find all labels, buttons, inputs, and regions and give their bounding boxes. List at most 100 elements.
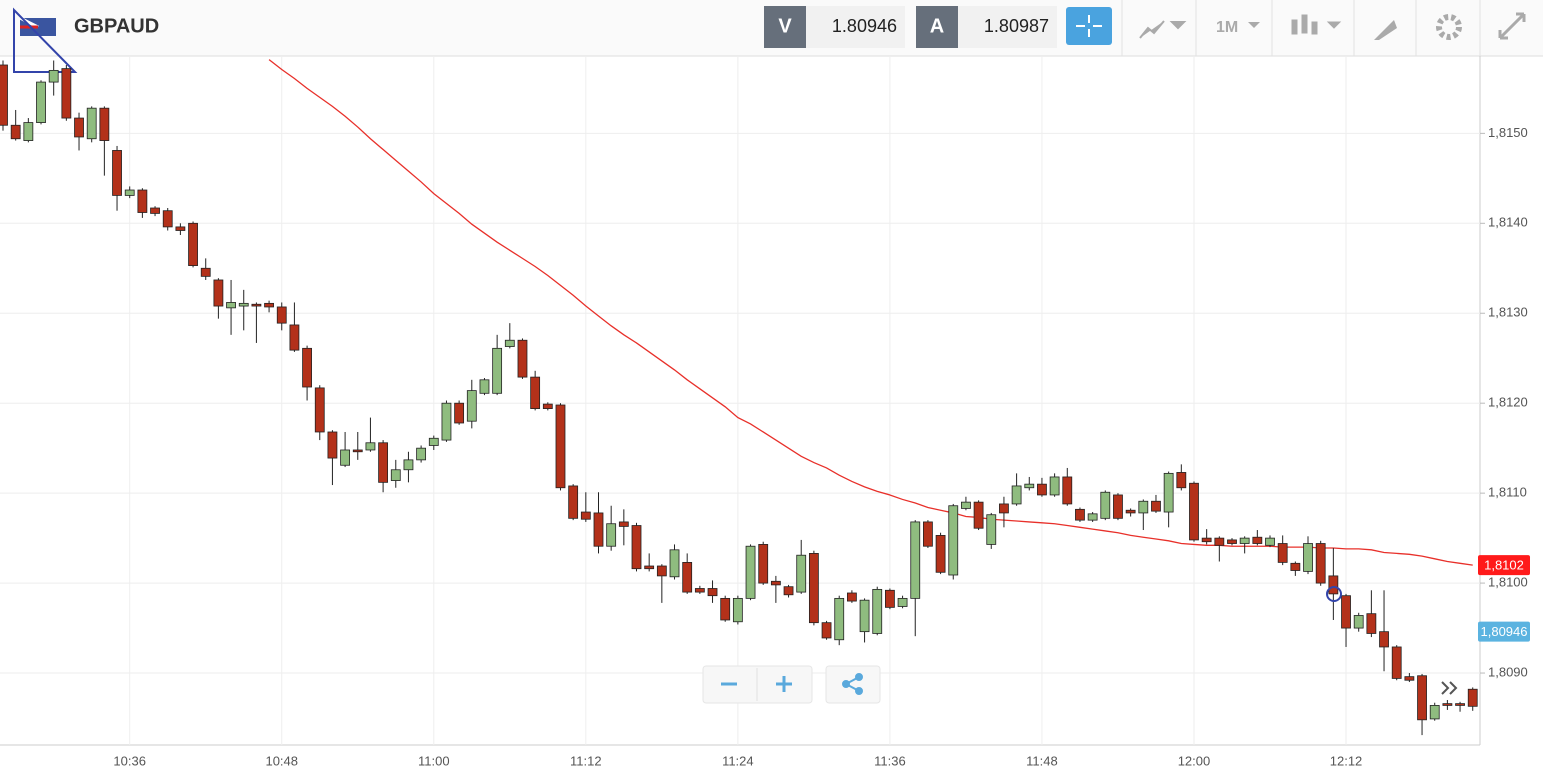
candle-body — [403, 459, 414, 471]
candle-body — [580, 511, 591, 520]
candle-body — [682, 562, 693, 593]
share-button[interactable] — [842, 673, 863, 695]
symbol: GBPAUD — [74, 15, 159, 37]
crosshair-icon — [1076, 15, 1102, 37]
y-tick-label: 1,8120 — [1488, 395, 1528, 410]
zoom-controls — [702, 665, 881, 704]
candle-body — [23, 122, 34, 141]
moving-average-line — [268, 59, 1473, 566]
candle-body — [593, 512, 604, 547]
candle-body — [694, 588, 705, 593]
candle-body — [783, 586, 794, 596]
candle-body — [1328, 575, 1339, 595]
candle-body — [644, 565, 655, 570]
candle-body — [74, 117, 84, 138]
candle-body — [1201, 537, 1212, 543]
y-tick-label: 1,8140 — [1488, 215, 1528, 230]
candle-body — [327, 431, 338, 459]
candle-body — [200, 267, 211, 277]
candle-body — [897, 597, 908, 607]
ask-price: 1.80987 — [984, 16, 1049, 36]
indicators-button[interactable] — [1291, 14, 1342, 35]
candle-body — [1391, 646, 1402, 679]
candle-body — [1455, 703, 1465, 706]
zoom-in-button[interactable] — [776, 676, 792, 692]
ask-button[interactable] — [916, 6, 958, 48]
timeframe[interactable]: 1M — [1216, 19, 1238, 36]
candle-body — [961, 501, 971, 509]
y-tick-label: 1,8090 — [1488, 664, 1528, 679]
candle-body — [1176, 472, 1187, 489]
candle-body — [86, 107, 97, 140]
x-tick-label: 12:00 — [1178, 753, 1211, 768]
candle-body — [10, 124, 21, 140]
price-marker-label: 1,80946 — [1481, 624, 1528, 639]
timeframe-caret — [1248, 22, 1260, 28]
candle-body — [606, 523, 617, 547]
candle-body — [1239, 537, 1250, 544]
candle-body — [1341, 595, 1351, 629]
candle-body — [378, 442, 389, 483]
scroll-latest-button[interactable] — [1441, 681, 1458, 695]
candle-body — [1429, 705, 1440, 720]
candle-body — [99, 107, 110, 141]
candle-body — [276, 306, 287, 324]
candle-body — [1303, 543, 1313, 572]
candle-body — [1163, 472, 1174, 513]
candle-body — [1214, 537, 1225, 546]
candle-body — [656, 565, 667, 577]
price-marker — [1478, 621, 1530, 642]
candle-body — [1062, 476, 1073, 505]
settings-button[interactable] — [1436, 14, 1462, 40]
candle-body — [251, 303, 262, 307]
candle-body — [973, 501, 984, 529]
candle-body — [226, 302, 236, 309]
candle-body — [1290, 562, 1301, 571]
drawing-triangle — [13, 7, 78, 73]
drawing-circle — [1326, 586, 1342, 602]
x-tick-label: 11:24 — [722, 753, 754, 768]
candle-body — [314, 387, 325, 433]
bid-label: V — [778, 15, 792, 37]
candle-body — [302, 347, 312, 388]
candle-body — [454, 402, 465, 424]
candle-body — [1100, 491, 1111, 519]
candle-body — [1151, 500, 1161, 512]
x-tick-label: 11:36 — [874, 753, 906, 768]
chart-type-button[interactable] — [1139, 20, 1187, 39]
candle-body — [264, 302, 274, 308]
y-tick-label: 1,8100 — [1488, 575, 1528, 590]
y-tick-label: 1,8110 — [1488, 485, 1527, 500]
candle-body — [707, 588, 718, 597]
bid-button[interactable] — [764, 6, 806, 48]
bid-price: 1.80946 — [832, 16, 897, 36]
candle-body — [1037, 483, 1047, 496]
drawing-button[interactable] — [1374, 20, 1397, 40]
separators — [1121, 0, 1481, 56]
candle-body — [61, 68, 72, 119]
candle-body — [1353, 615, 1364, 629]
candle-body — [0, 64, 8, 126]
candle-body — [48, 69, 59, 83]
candle-body — [416, 447, 427, 461]
candle-body — [36, 81, 46, 123]
candle-body — [745, 545, 756, 599]
candle-body — [1442, 703, 1453, 706]
candle-body — [530, 376, 541, 409]
candle-body — [238, 302, 249, 307]
candle-body — [834, 597, 845, 641]
candle-body — [758, 544, 769, 584]
x-tick-label: 11:12 — [570, 753, 602, 768]
candle-body — [428, 437, 439, 446]
candle-body — [885, 589, 895, 608]
candle-body — [1379, 631, 1389, 648]
candle-body — [340, 449, 350, 466]
candle-body — [948, 505, 959, 576]
candle-body — [1467, 688, 1478, 707]
crosshair-button[interactable] — [1066, 7, 1112, 45]
fullscreen-button[interactable] — [1498, 12, 1526, 40]
candle-body — [213, 279, 224, 307]
candle-body — [466, 390, 477, 422]
candle-body — [352, 449, 363, 453]
